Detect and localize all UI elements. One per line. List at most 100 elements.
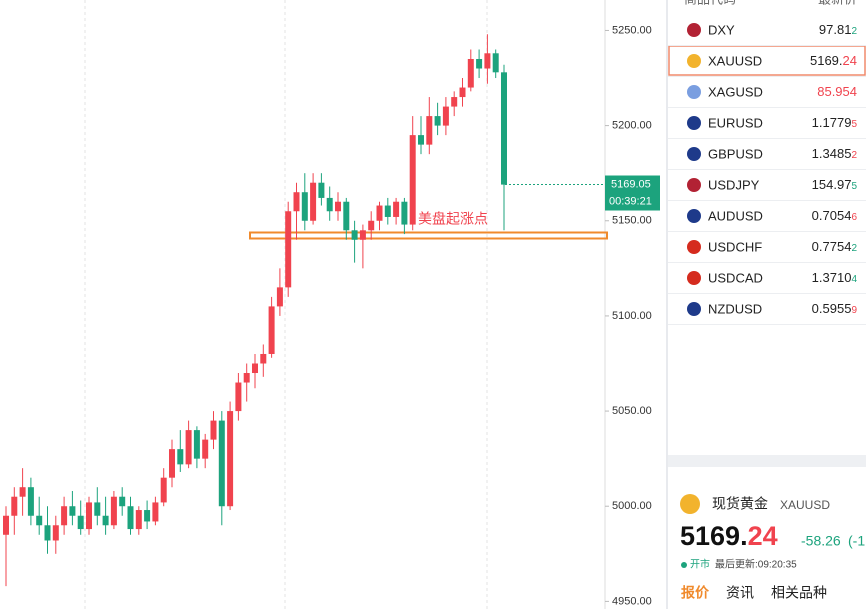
- candle-body: [359, 230, 366, 240]
- price: 1.17795: [812, 115, 858, 130]
- candle-body: [451, 97, 458, 107]
- price-main: 0.7754: [812, 239, 852, 254]
- price-main: 1.1779: [812, 115, 852, 130]
- candle-body: [409, 135, 416, 225]
- tab[interactable]: 资讯: [726, 585, 754, 601]
- price-main: 0.7054: [812, 208, 852, 223]
- candle-body: [376, 205, 383, 221]
- candle-body: [268, 306, 275, 354]
- header: 商品代码: [684, 0, 736, 6]
- candle-body: [434, 116, 441, 126]
- flag: [687, 23, 701, 37]
- candle-body: [11, 496, 18, 516]
- price: 1.37104: [812, 270, 858, 285]
- price-digit: 2: [851, 26, 857, 37]
- candle-body: [318, 182, 325, 198]
- divider: [666, 0, 668, 609]
- candle-body: [293, 192, 300, 212]
- candle-body: [94, 502, 101, 516]
- candle-body: [285, 211, 292, 288]
- price: 154.975: [812, 177, 858, 192]
- candle-body: [27, 487, 34, 516]
- candles: [3, 34, 507, 587]
- symbol: USDCAD: [708, 270, 763, 285]
- price-main: 154.97: [812, 177, 852, 192]
- candle-body: [335, 201, 341, 212]
- price-main: 85.954: [817, 84, 857, 99]
- symbol: USDJPY: [708, 177, 760, 192]
- y-tick-label: 5100.00: [612, 310, 652, 322]
- candle-body: [102, 515, 109, 526]
- candle-body: [252, 363, 258, 374]
- candle-body: [193, 430, 200, 459]
- candle-body: [418, 135, 424, 145]
- flag: [687, 302, 701, 316]
- candle-body: [426, 116, 433, 145]
- flag: [687, 209, 701, 223]
- quote-name: 现货黄金: [712, 496, 768, 512]
- last-price: 5169.05: [611, 178, 651, 190]
- candle-body: [144, 510, 151, 522]
- candle-body: [492, 53, 499, 73]
- candle-body: [86, 502, 92, 530]
- candle-body: [276, 287, 283, 307]
- candle-body: [442, 106, 449, 126]
- price-digit: 4: [851, 274, 857, 285]
- tab[interactable]: 报价: [681, 585, 710, 601]
- price-main: 5169.: [810, 53, 843, 68]
- candle-body: [152, 502, 159, 522]
- price-digit: 2: [851, 150, 857, 161]
- quote-pct: (-1: [848, 533, 865, 549]
- candle-body: [36, 515, 43, 526]
- candle-body: [52, 525, 59, 541]
- candle-body: [160, 477, 167, 503]
- zone-highlight: [249, 231, 608, 240]
- candle-body: [467, 58, 474, 88]
- quote-change: -58.26: [801, 533, 841, 549]
- symbol: AUDUSD: [708, 208, 763, 223]
- candle-body: [77, 515, 84, 530]
- header: 最新价: [818, 0, 857, 6]
- flag: [687, 271, 701, 285]
- price-digit: 6: [851, 212, 857, 223]
- annotation: 美盘起涨点: [418, 211, 488, 227]
- status: 开市: [690, 558, 710, 571]
- candle-body: [310, 182, 317, 221]
- candle-body: [227, 411, 234, 507]
- separator: [668, 455, 866, 467]
- candle-body: [393, 201, 400, 217]
- candle-body: [368, 220, 375, 231]
- y-tick-label: 5150.00: [612, 215, 652, 227]
- tab[interactable]: 相关品种: [771, 585, 827, 601]
- gold-icon: [680, 494, 700, 514]
- candle-body: [119, 496, 126, 507]
- candle-body: [44, 525, 51, 541]
- flag: [687, 54, 701, 68]
- price-main: 97.81: [819, 22, 852, 37]
- symbol: USDCHF: [708, 239, 762, 254]
- candle-body: [19, 487, 26, 497]
- flag: [687, 85, 701, 99]
- candle-body: [476, 58, 483, 69]
- price: 1.34852: [812, 146, 858, 161]
- candle-body: [127, 506, 134, 530]
- candle-body: [210, 420, 217, 440]
- price-main: 1.3710: [812, 270, 852, 285]
- price-digit: 24: [843, 53, 857, 68]
- price: 85.954: [817, 84, 857, 99]
- price-digit: 5: [851, 181, 857, 192]
- flag: [687, 116, 701, 130]
- candle-body: [326, 197, 333, 212]
- y-tick-label: 5200.00: [612, 120, 652, 132]
- countdown: 00:39:21: [609, 195, 652, 207]
- quote-price: 5169.24: [680, 521, 778, 551]
- updated: 最后更新:09:20:35: [715, 558, 797, 571]
- price: 0.77542: [812, 239, 858, 254]
- candle-body: [3, 515, 9, 535]
- candle-body: [484, 53, 491, 69]
- candle-body: [384, 205, 391, 217]
- price: 5169.24: [810, 53, 857, 68]
